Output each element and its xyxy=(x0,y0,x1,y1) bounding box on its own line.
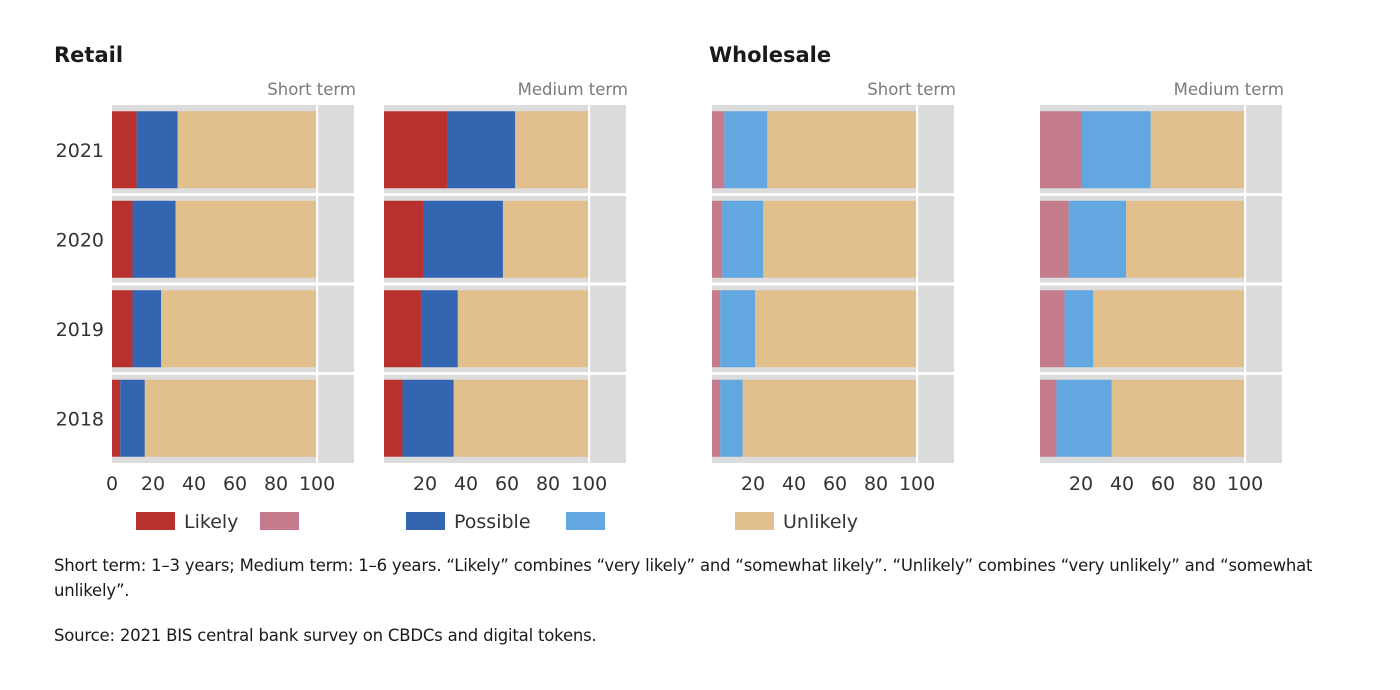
bar-retail-short-term-2019-likely xyxy=(112,290,133,368)
section-title-retail: Retail xyxy=(54,43,123,67)
bar-wholesale-medium-term-2021-likely xyxy=(1040,111,1082,189)
bar-wholesale-short-term-2018-unlikely xyxy=(742,379,918,457)
bar-wholesale-medium-term-2020-possible xyxy=(1068,200,1127,278)
x-tick-label: 40 xyxy=(454,473,478,495)
legend-swatch-wholesale-possible xyxy=(566,512,605,530)
bar-retail-short-term-2018-likely xyxy=(112,379,121,457)
source-note: Source: 2021 BIS central bank survey on … xyxy=(54,626,597,645)
x-tick-label: 80 xyxy=(1192,473,1216,495)
footnote: Short term: 1–3 years; Medium term: 1–6 … xyxy=(54,556,1313,600)
x-tick-label: 60 xyxy=(223,473,247,495)
legend-label-likely: Likely xyxy=(184,511,238,533)
legend-label-possible: Possible xyxy=(454,511,531,533)
panel-subtitle-retail-medium-term: Medium term xyxy=(518,80,628,99)
x-tick-label: 20 xyxy=(413,473,437,495)
x-tick-label: 40 xyxy=(1110,473,1134,495)
legend-swatch-retail-likely xyxy=(136,512,175,530)
bar-wholesale-short-term-2019-unlikely xyxy=(755,290,918,368)
bar-retail-short-term-2021-likely xyxy=(112,111,137,189)
bar-retail-short-term-2018-possible xyxy=(120,379,145,457)
x-tick-label: 20 xyxy=(141,473,165,495)
bar-wholesale-short-term-2021-possible xyxy=(724,111,768,189)
x-tick-label: 0 xyxy=(106,473,118,495)
x-tick-label: 20 xyxy=(741,473,765,495)
x-tick-label: 100 xyxy=(299,473,335,495)
bar-wholesale-medium-term-2018-unlikely xyxy=(1111,379,1246,457)
bar-wholesale-medium-term-2019-possible xyxy=(1064,290,1094,368)
panel-retail-medium-term: Medium term 20 40 60 80 100 xyxy=(384,80,628,495)
legend-label-unlikely: Unlikely xyxy=(783,511,858,533)
year-label-2021: 2021 xyxy=(56,140,104,162)
bar-wholesale-medium-term-2020-likely xyxy=(1040,200,1069,278)
x-tick-label: 20 xyxy=(1069,473,1093,495)
bar-retail-medium-term-2021-unlikely xyxy=(515,111,590,189)
bar-wholesale-short-term-2018-likely xyxy=(712,379,721,457)
x-tick-label: 80 xyxy=(264,473,288,495)
panel-wholesale-short-term: Short term 20 40 60 80 100 xyxy=(712,80,956,495)
x-tick-label: 60 xyxy=(1151,473,1175,495)
bar-retail-medium-term-2020-unlikely xyxy=(502,200,590,278)
bar-retail-medium-term-2018-unlikely xyxy=(453,379,590,457)
bar-retail-medium-term-2018-likely xyxy=(384,379,403,457)
bar-retail-short-term-2020-possible xyxy=(132,200,176,278)
bar-wholesale-medium-term-2020-unlikely xyxy=(1126,200,1246,278)
x-tick-label: 60 xyxy=(495,473,519,495)
bar-wholesale-short-term-2020-unlikely xyxy=(763,200,918,278)
bar-wholesale-short-term-2021-likely xyxy=(712,111,725,189)
legend: Likely Possible Unlikely xyxy=(136,511,858,533)
year-label-2019: 2019 xyxy=(56,319,104,341)
bar-retail-medium-term-2019-likely xyxy=(384,290,421,368)
year-label-2020: 2020 xyxy=(56,229,104,251)
panel-subtitle-retail-short-term: Short term xyxy=(267,80,356,99)
legend-swatch-wholesale-likely xyxy=(260,512,299,530)
bar-wholesale-short-term-2019-likely xyxy=(712,290,721,368)
bar-retail-short-term-2021-possible xyxy=(136,111,178,189)
bar-wholesale-short-term-2019-possible xyxy=(720,290,756,368)
bar-retail-short-term-2019-possible xyxy=(132,290,162,368)
panel-retail-short-term: Short term 0 20 40 60 80 100 xyxy=(106,80,356,495)
section-title-wholesale: Wholesale xyxy=(709,43,831,67)
panel-subtitle-wholesale-medium-term: Medium term xyxy=(1174,80,1284,99)
bar-retail-medium-term-2018-possible xyxy=(402,379,454,457)
bar-wholesale-medium-term-2019-likely xyxy=(1040,290,1065,368)
bar-retail-medium-term-2021-likely xyxy=(384,111,448,189)
panel-subtitle-wholesale-short-term: Short term xyxy=(867,80,956,99)
x-tick-label: 80 xyxy=(536,473,560,495)
bar-wholesale-short-term-2018-possible xyxy=(720,379,743,457)
bar-wholesale-medium-term-2018-possible xyxy=(1056,379,1112,457)
bar-retail-medium-term-2020-likely xyxy=(384,200,423,278)
bar-retail-medium-term-2019-unlikely xyxy=(457,290,590,368)
x-tick-label: 40 xyxy=(782,473,806,495)
x-tick-label: 60 xyxy=(823,473,847,495)
x-tick-label: 40 xyxy=(182,473,206,495)
year-label-2018: 2018 xyxy=(56,408,104,430)
bar-retail-short-term-2020-likely xyxy=(112,200,133,278)
bar-wholesale-medium-term-2021-unlikely xyxy=(1150,111,1246,189)
bar-retail-medium-term-2020-possible xyxy=(422,200,503,278)
bar-retail-medium-term-2021-possible xyxy=(447,111,516,189)
bar-wholesale-medium-term-2021-possible xyxy=(1081,111,1151,189)
bar-retail-short-term-2020-unlikely xyxy=(175,200,318,278)
bar-wholesale-medium-term-2018-likely xyxy=(1040,379,1057,457)
bar-wholesale-short-term-2020-likely xyxy=(712,200,723,278)
bar-retail-short-term-2021-unlikely xyxy=(177,111,318,189)
x-tick-label: 100 xyxy=(899,473,935,495)
x-tick-label: 80 xyxy=(864,473,888,495)
bar-wholesale-medium-term-2019-unlikely xyxy=(1093,290,1246,368)
bar-retail-medium-term-2019-possible xyxy=(420,290,458,368)
legend-swatch-retail-possible xyxy=(406,512,445,530)
x-tick-label: 100 xyxy=(1227,473,1263,495)
legend-swatch-unlikely xyxy=(735,512,774,530)
bar-wholesale-short-term-2020-possible xyxy=(722,200,764,278)
bar-retail-short-term-2018-unlikely xyxy=(144,379,318,457)
x-tick-label: 100 xyxy=(571,473,607,495)
bar-wholesale-short-term-2021-unlikely xyxy=(767,111,918,189)
panel-wholesale-medium-term: Medium term 20 40 60 80 100 xyxy=(1040,80,1284,495)
bar-retail-short-term-2019-unlikely xyxy=(161,290,318,368)
